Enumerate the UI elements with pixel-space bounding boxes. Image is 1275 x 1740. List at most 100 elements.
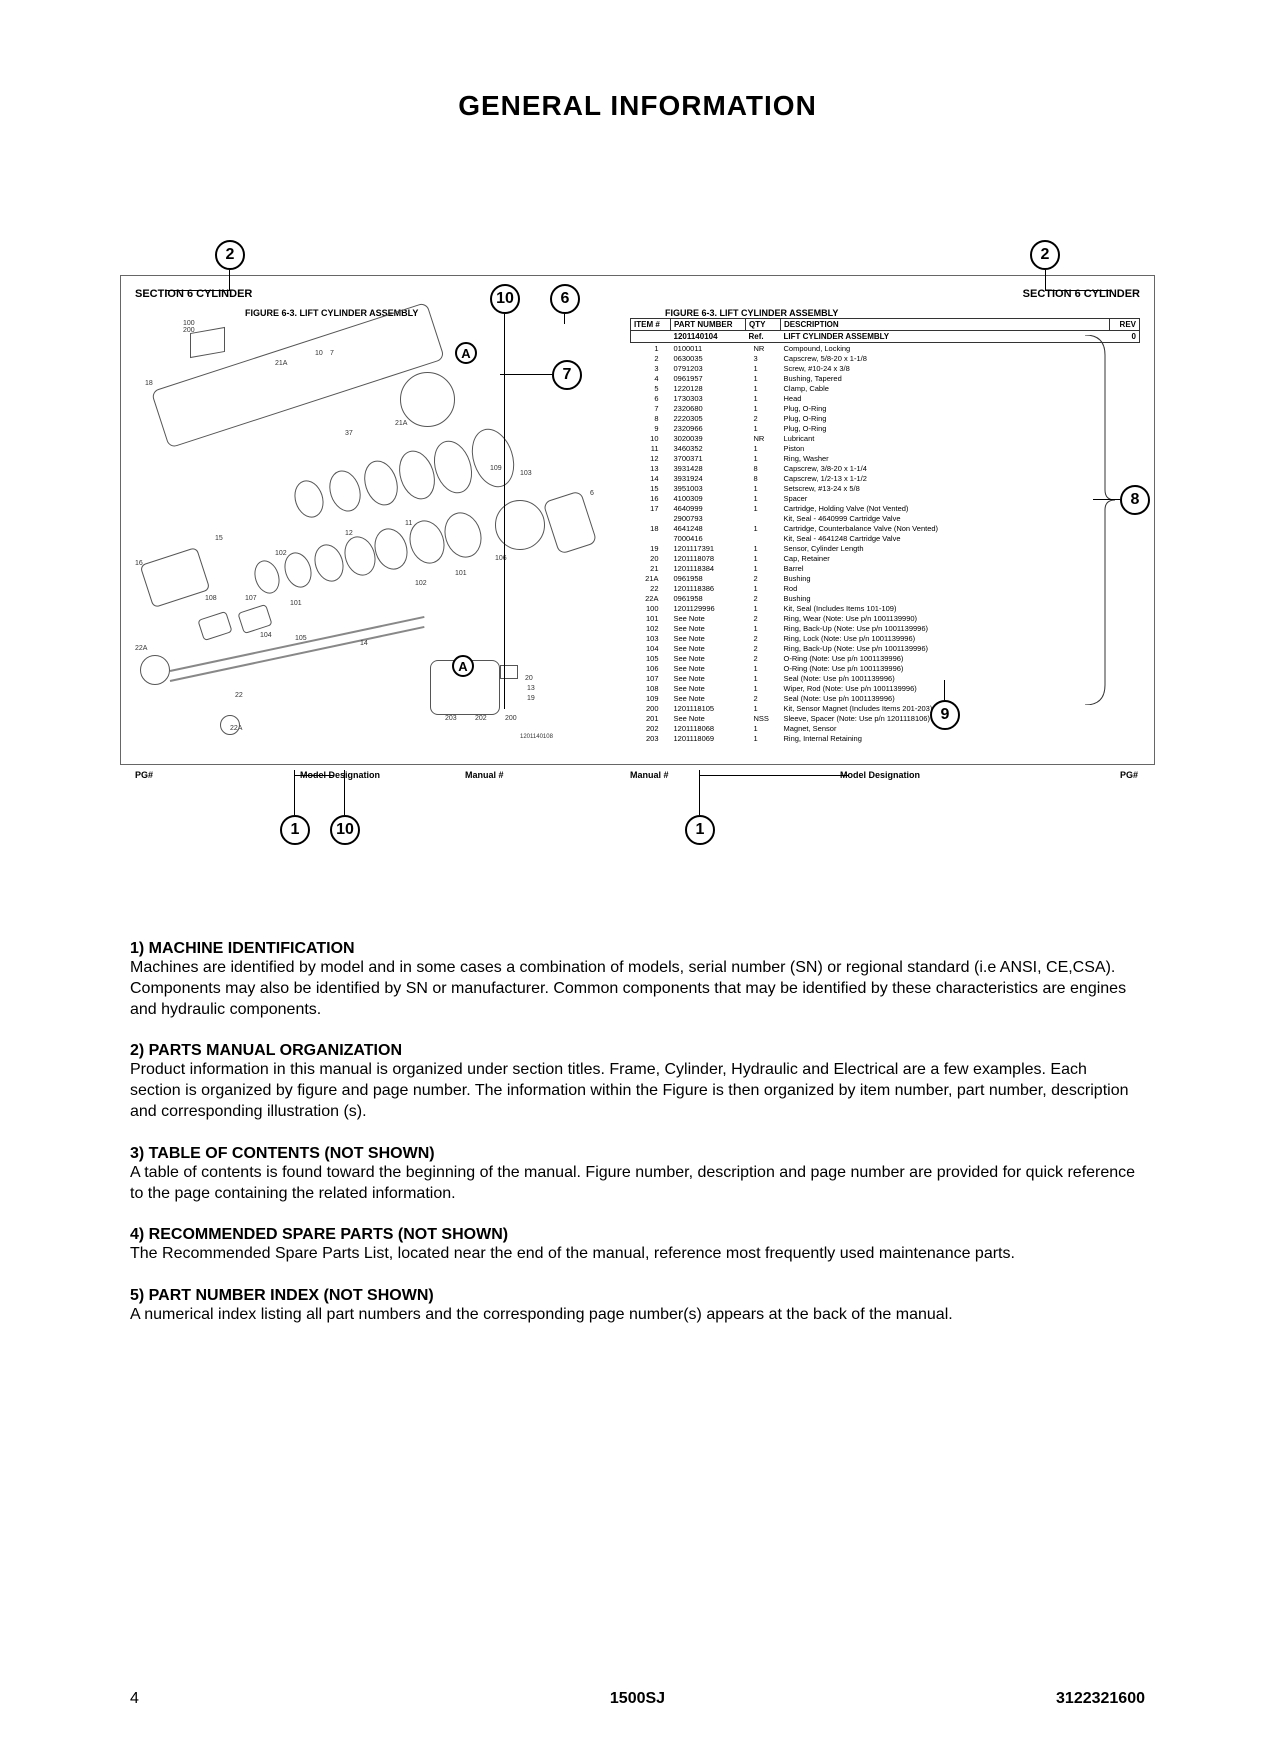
callout-8: 8: [1120, 485, 1150, 515]
th-qty: QTY: [746, 319, 781, 331]
parts-table: ITEM # PART NUMBER QTY DESCRIPTION REV 1…: [630, 318, 1140, 743]
table-row: 1439319248Capscrew, 1/2-13 x 1-1/2: [631, 473, 1140, 483]
table-row: 2112011183841Barrel: [631, 563, 1140, 573]
section-body: A numerical index listing all part numbe…: [130, 1305, 1140, 1326]
callout-9: 9: [930, 700, 960, 730]
section-heading: 2) PARTS MANUAL ORGANIZATION: [130, 1042, 1140, 1060]
leader-line: [500, 374, 552, 375]
th-item: ITEM #: [631, 319, 671, 331]
leader-line: [1045, 270, 1046, 290]
diagram-area: 2 2 10 6 7 A A 8 9 1 10 1 SECTION 6 CYLI…: [120, 240, 1155, 850]
leader-line: [699, 775, 849, 776]
table-row: 21A09619582Bushing: [631, 573, 1140, 583]
content-section: 1) MACHINE IDENTIFICATIONMachines are id…: [130, 940, 1140, 1020]
table-row: 101See Note2Ring, Wear (Note: Use p/n 10…: [631, 613, 1140, 623]
table-row: 20212011180681Magnet, Sensor: [631, 723, 1140, 733]
leader-line: [564, 314, 565, 324]
content-section: 4) RECOMMENDED SPARE PARTS (NOT SHOWN)Th…: [130, 1226, 1140, 1265]
section-heading: 1) MACHINE IDENTIFICATION: [130, 940, 1140, 958]
table-row: 107See Note1Seal (Note: Use p/n 10011399…: [631, 673, 1140, 683]
table-row: 103020039NRLubricant: [631, 433, 1140, 443]
leader-line: [294, 770, 295, 815]
table-row: 201See NoteNSSSleeve, Spacer (Note: Use …: [631, 713, 1140, 723]
table-row: 822203052Plug, O-Ring: [631, 413, 1140, 423]
section-body: The Recommended Spare Parts List, locate…: [130, 1244, 1140, 1265]
table-row: 22A09619582Bushing: [631, 593, 1140, 603]
leader-line: [344, 770, 345, 815]
th-rev: REV: [1110, 319, 1140, 331]
table-row: 2900793Kit, Seal - 4640999 Cartridge Val…: [631, 513, 1140, 523]
table-row: 409619571Bushing, Tapered: [631, 373, 1140, 383]
callout-A-1: A: [455, 342, 477, 364]
table-row: 20312011180691Ring, Internal Retaining: [631, 733, 1140, 743]
section-heading: 3) TABLE OF CONTENTS (NOT SHOWN): [130, 1145, 1140, 1163]
section-body: Machines are identified by model and in …: [130, 958, 1140, 1020]
table-row: 10012011299961Kit, Seal (Includes Items …: [631, 603, 1140, 613]
table-row: 7000416Kit, Seal - 4641248 Cartridge Val…: [631, 533, 1140, 543]
figure-title-right: FIGURE 6-3. LIFT CYLINDER ASSEMBLY: [665, 308, 838, 318]
leader-line: [165, 290, 230, 291]
section-heading: 4) RECOMMENDED SPARE PARTS (NOT SHOWN): [130, 1226, 1140, 1244]
callout-1-left: 1: [280, 815, 310, 845]
label-manual-right: Manual #: [630, 770, 669, 780]
table-row: 307912031Screw, #10-24 x 3/8: [631, 363, 1140, 373]
table-row: 103See Note2Ring, Lock (Note: Use p/n 10…: [631, 633, 1140, 643]
table-row: 1237003711Ring, Washer: [631, 453, 1140, 463]
section-body: A table of contents is found toward the …: [130, 1163, 1140, 1205]
th-desc: DESCRIPTION: [781, 319, 1110, 331]
callout-2-left: 2: [215, 240, 245, 270]
callout-10-top: 10: [490, 284, 520, 314]
bracket-icon: [1080, 335, 1120, 705]
label-model-right: Model Designation: [840, 770, 920, 780]
leader-line: [229, 270, 230, 290]
table-row: 1134603521Piston: [631, 443, 1140, 453]
table-row: 923209661Plug, O-Ring: [631, 423, 1140, 433]
section-heading: 5) PART NUMBER INDEX (NOT SHOWN): [130, 1287, 1140, 1305]
label-manual-left: Manual #: [465, 770, 504, 780]
callout-1-right: 1: [685, 815, 715, 845]
top-pn: 1201140104: [671, 331, 746, 343]
table-row: 1539510031Setscrew, #13-24 x 5/8: [631, 483, 1140, 493]
table-row: 1912011173911Sensor, Cylinder Length: [631, 543, 1140, 553]
content-section: 5) PART NUMBER INDEX (NOT SHOWN)A numeri…: [130, 1287, 1140, 1326]
content-section: 3) TABLE OF CONTENTS (NOT SHOWN)A table …: [130, 1145, 1140, 1205]
callout-7: 7: [552, 360, 582, 390]
table-row: 10100011NRCompound, Locking: [631, 343, 1140, 354]
callout-2-right: 2: [1030, 240, 1060, 270]
table-row: 2012011180781Cap, Retainer: [631, 553, 1140, 563]
callout-6: 6: [550, 284, 580, 314]
table-row: 1339314288Capscrew, 3/8-20 x 1-1/4: [631, 463, 1140, 473]
table-row: 723206801Plug, O-Ring: [631, 403, 1140, 413]
footer-doc-number: 3122321600: [1056, 1690, 1145, 1708]
label-pgn-left: PG#: [135, 770, 153, 780]
table-row: 617303031Head: [631, 393, 1140, 403]
table-row: 1746409991Cartridge, Holding Valve (Not …: [631, 503, 1140, 513]
top-desc: LIFT CYLINDER ASSEMBLY: [781, 331, 1110, 343]
top-qty: Ref.: [746, 331, 781, 343]
leader-line: [699, 770, 700, 815]
content-sections: 1) MACHINE IDENTIFICATIONMachines are id…: [130, 940, 1140, 1348]
callout-10-bottom: 10: [330, 815, 360, 845]
content-section: 2) PARTS MANUAL ORGANIZATIONProduct info…: [130, 1042, 1140, 1122]
section-body: Product information in this manual is or…: [130, 1060, 1140, 1122]
table-row: 512201281Clamp, Cable: [631, 383, 1140, 393]
leader-line: [294, 775, 334, 776]
table-row: 108See Note1Wiper, Rod (Note: Use p/n 10…: [631, 683, 1140, 693]
table-row: 1846412481Cartridge, Counterbalance Valv…: [631, 523, 1140, 533]
table-row: 20012011181051Kit, Sensor Magnet (Includ…: [631, 703, 1140, 713]
label-pgn-right: PG#: [1120, 770, 1138, 780]
exploded-view: 100200 10 7 21A 37 21A 18 109 103 11 12 …: [135, 320, 615, 745]
table-row: 102See Note1Ring, Back-Up (Note: Use p/n…: [631, 623, 1140, 633]
th-pn: PART NUMBER: [671, 319, 746, 331]
table-row: 1641003091Spacer: [631, 493, 1140, 503]
callout-A-2: A: [452, 655, 474, 677]
table-row: 2212011183861Rod: [631, 583, 1140, 593]
leader-line: [1045, 290, 1110, 291]
table-row: 105See Note2O-Ring (Note: Use p/n 100113…: [631, 653, 1140, 663]
table-row: 109See Note2Seal (Note: Use p/n 10011399…: [631, 693, 1140, 703]
page-title: GENERAL INFORMATION: [0, 90, 1275, 122]
table-row: 206300353Capscrew, 5/8-20 x 1-1/8: [631, 353, 1140, 363]
leader-line: [944, 680, 945, 700]
table-row: 106See Note1O-Ring (Note: Use p/n 100113…: [631, 663, 1140, 673]
table-row: 104See Note2Ring, Back-Up (Note: Use p/n…: [631, 643, 1140, 653]
